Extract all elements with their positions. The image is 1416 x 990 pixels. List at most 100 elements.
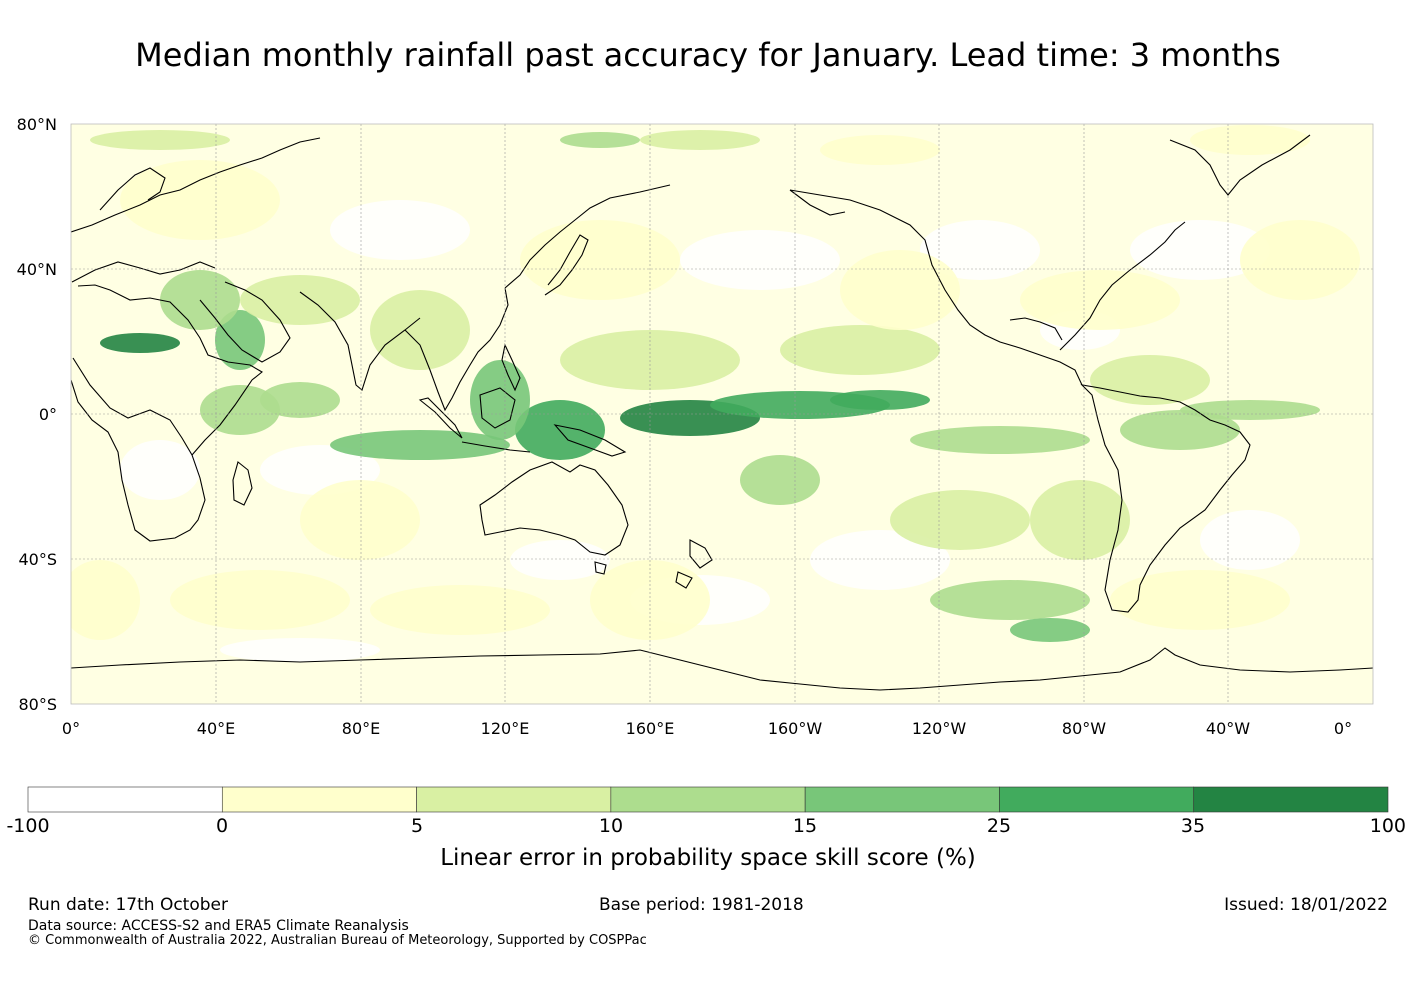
skill-patch xyxy=(90,130,230,150)
lon-label-0: 0° xyxy=(61,719,81,738)
colorbar-tick-15: 15 xyxy=(792,815,818,837)
skill-patch xyxy=(560,132,640,148)
skill-patch xyxy=(370,290,470,370)
coastline-china xyxy=(504,184,671,289)
skill-patch xyxy=(740,455,820,505)
skill-patch xyxy=(1180,400,1320,420)
colorbar-segment xyxy=(804,786,1000,813)
skill-patch xyxy=(830,390,930,410)
coastline-mediterranean xyxy=(71,261,216,283)
coastline-india xyxy=(299,291,421,391)
colorbar-tick-10: 10 xyxy=(598,815,624,837)
skill-patch xyxy=(470,360,530,440)
skill-patch xyxy=(215,310,265,370)
skill-patch xyxy=(820,135,940,165)
coastline-new-guinea xyxy=(553,424,627,457)
coastlines xyxy=(71,134,1373,691)
skill-patch xyxy=(930,580,1090,620)
coastline-australia xyxy=(479,461,629,556)
lon-label-80w: 80°W xyxy=(1061,719,1107,738)
skill-patch-negative xyxy=(1130,220,1270,280)
skill-patch xyxy=(840,250,960,330)
skill-patch xyxy=(1190,125,1310,155)
colorbar-tick-25: 25 xyxy=(986,815,1012,837)
lon-label-120e: 120°E xyxy=(480,719,530,738)
coastline-tasmania xyxy=(594,561,607,575)
colorbar-segment xyxy=(416,786,612,813)
coastline-philippines xyxy=(501,343,521,392)
coastline-borneo xyxy=(479,387,516,429)
skill-patch xyxy=(260,382,340,418)
skill-patch xyxy=(1030,480,1130,560)
lon-label-160e: 160°E xyxy=(625,719,675,738)
skill-patch-negative xyxy=(120,440,200,500)
skill-patch xyxy=(520,220,680,300)
lat-label-equator: 0° xyxy=(38,405,57,424)
map-title: Median monthly rainfall past accuracy fo… xyxy=(135,36,1281,74)
lon-label-0-right: 0° xyxy=(1333,719,1353,738)
coastline-gulf-of-mexico xyxy=(1009,317,1063,341)
coastline-madagascar xyxy=(232,461,253,506)
colorbar-segment xyxy=(27,786,223,813)
colorbar-segment xyxy=(999,786,1195,813)
skill-patch xyxy=(910,426,1090,454)
lat-label-80n: 80°N xyxy=(16,115,57,134)
skill-patch xyxy=(71,560,140,640)
coastline-greenland xyxy=(1169,134,1311,196)
skill-patch xyxy=(100,333,180,353)
coastline-japan xyxy=(544,234,589,296)
base-period: Base period: 1981-2018 xyxy=(599,895,804,915)
lon-label-120w: 120°W xyxy=(911,719,967,738)
skill-patch xyxy=(890,490,1030,550)
coastline-arabia xyxy=(199,281,291,363)
colorbar xyxy=(27,786,1389,813)
coastline-north-america xyxy=(789,189,1083,386)
coastline-alaska xyxy=(789,189,846,216)
skill-patch xyxy=(780,325,940,375)
skill-patch xyxy=(1110,570,1290,630)
colorbar-tick-5: 5 xyxy=(410,815,424,837)
lon-label-40w: 40°W xyxy=(1205,719,1251,738)
copyright: © Commonwealth of Australia 2022, Austra… xyxy=(28,933,647,948)
skill-patch xyxy=(200,385,280,435)
colorbar-tick-100: 100 xyxy=(1369,815,1406,837)
lon-label-160w: 160°W xyxy=(767,719,823,738)
lat-label-40s: 40°S xyxy=(18,550,57,569)
run-date: Run date: 17th October xyxy=(28,895,228,915)
skill-patch-negative xyxy=(220,638,380,662)
coastline-east-africa xyxy=(77,284,263,456)
coastline-scandinavia xyxy=(99,167,166,211)
skill-patch-negative xyxy=(330,200,470,260)
colorbar-tick-0: 0 xyxy=(215,815,229,837)
coastline-south-america xyxy=(1080,384,1251,613)
skill-patch-negative xyxy=(1200,510,1300,570)
data-source: Data source: ACCESS-S2 and ERA5 Climate … xyxy=(28,918,409,934)
skill-patch xyxy=(300,480,420,560)
lon-label-40e: 40°E xyxy=(196,719,236,738)
coastline-new-zealand xyxy=(675,539,713,589)
issued-date: Issued: 18/01/2022 xyxy=(1224,895,1388,915)
skill-patch-negative xyxy=(510,540,610,580)
colorbar-tick-minus100: -100 xyxy=(6,815,50,837)
colorbar-segment xyxy=(221,786,417,813)
skill-patch xyxy=(640,130,760,150)
colorbar-tick-35: 35 xyxy=(1180,815,1206,837)
colorbar-title: Linear error in probability space skill … xyxy=(440,845,976,871)
skill-patch xyxy=(330,430,510,460)
skill-patch xyxy=(370,585,550,635)
coastline-sumatra xyxy=(418,397,463,439)
coastline-se-asia xyxy=(404,287,509,412)
skill-patch xyxy=(1010,618,1090,642)
skill-patch-negative xyxy=(680,230,840,290)
lon-label-80e: 80°E xyxy=(341,719,381,738)
graticule xyxy=(71,124,1373,704)
coastline-antarctica xyxy=(71,647,1373,691)
skill-patch-negative xyxy=(920,220,1040,280)
lat-label-80s: 80°S xyxy=(18,695,57,714)
skill-patch xyxy=(240,275,360,325)
coastline-europe xyxy=(71,137,321,233)
skill-patch-negative xyxy=(810,530,950,590)
lat-label-40n: 40°N xyxy=(16,260,57,279)
colorbar-segment xyxy=(1193,786,1389,813)
